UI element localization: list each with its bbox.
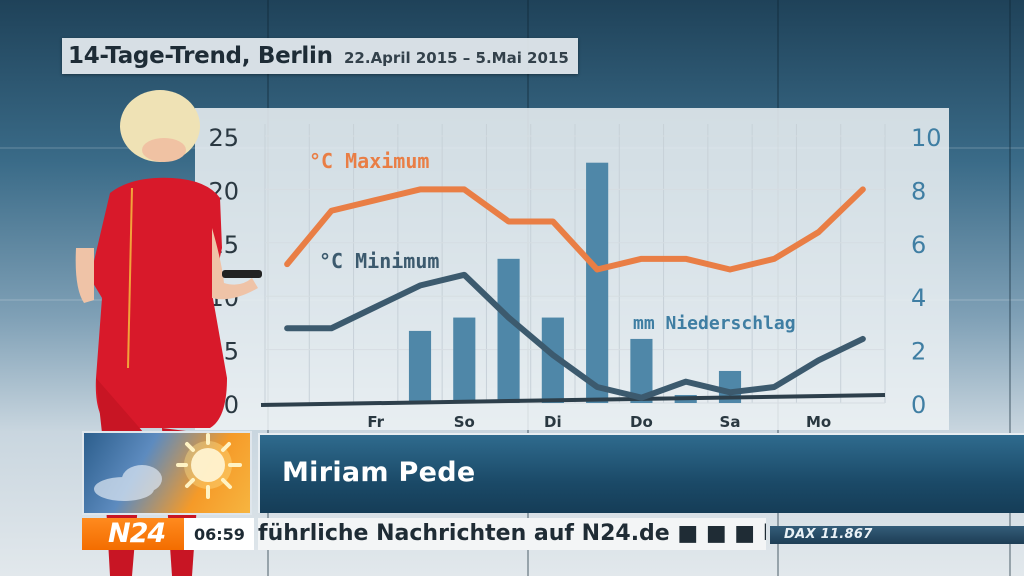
clock-time: 06:59 <box>194 525 245 544</box>
precip-bar <box>541 317 564 403</box>
y-right-tick-label: 4 <box>911 284 926 312</box>
broadcast-clock: 06:59 <box>184 518 254 550</box>
precip-bar <box>453 317 476 403</box>
channel-logo: N24 <box>82 518 184 550</box>
y-right-tick-label: 6 <box>911 231 926 259</box>
chart-title-box: 14-Tage-Trend, Berlin 22.April 2015 – 5.… <box>62 38 578 74</box>
y-right-tick-label: 10 <box>911 124 942 152</box>
legend-precip-label: mm Niederschlag <box>633 313 796 334</box>
precip-bar <box>408 330 432 403</box>
legend-min-label: °C Minimum <box>319 249 439 273</box>
presenter-name-bar: Miriam Pede <box>258 433 1024 513</box>
presenter-dress <box>90 177 227 428</box>
y-right-tick-label: 2 <box>911 338 926 366</box>
min-temperature-line <box>284 271 866 401</box>
presenter-clicker <box>222 270 262 278</box>
presenter-right-arm <box>212 228 258 300</box>
cloud-icon <box>94 465 162 501</box>
presenter-neck <box>142 138 186 162</box>
chart-panel: 05101520250246810FrSoDiDoSaMo°C Maximum°… <box>195 108 949 430</box>
max-temperature-line <box>284 186 866 273</box>
dax-value: DAX 11.867 <box>784 527 873 542</box>
x-tick-label: So <box>454 413 475 430</box>
y-right-tick-label: 8 <box>911 177 926 205</box>
precip-bar <box>497 258 520 403</box>
market-ticker: DAX 11.867 <box>770 526 1024 544</box>
sun-icon <box>176 433 242 499</box>
x-axis-baseline <box>260 393 886 407</box>
presenter-name: Miriam Pede <box>282 457 476 488</box>
x-tick-label: Mo <box>806 413 831 430</box>
x-tick-label: Do <box>630 413 653 430</box>
precip-bar <box>630 338 653 403</box>
precip-bar <box>586 162 609 403</box>
precip-bar <box>718 370 742 403</box>
chart-title: 14-Tage-Trend, Berlin <box>68 43 333 69</box>
x-tick-label: Fr <box>367 413 384 430</box>
x-tick-label: Di <box>544 413 562 430</box>
weather-trend-chart: 05101520250246810FrSoDiDoSaMo°C Maximum°… <box>208 124 942 430</box>
y-left-tick-label: 5 <box>224 338 239 366</box>
news-ticker: führliche Nachrichten auf N24.de ■ ■ ■ N… <box>258 518 766 550</box>
presenter-left-arm <box>75 248 94 303</box>
y-left-tick-label: 0 <box>224 391 239 419</box>
weather-sun-thumbnail <box>82 431 252 515</box>
ticker-text: führliche Nachrichten auf N24.de ■ ■ ■ N… <box>258 521 766 546</box>
legend-max-label: °C Maximum <box>309 149 429 173</box>
y-right-tick-label: 0 <box>911 391 926 419</box>
y-left-tick-label: 25 <box>208 124 239 152</box>
x-tick-label: Sa <box>720 413 741 430</box>
channel-logo-text: N24 <box>108 518 166 549</box>
chart-date-range: 22.April 2015 – 5.Mai 2015 <box>344 49 569 67</box>
